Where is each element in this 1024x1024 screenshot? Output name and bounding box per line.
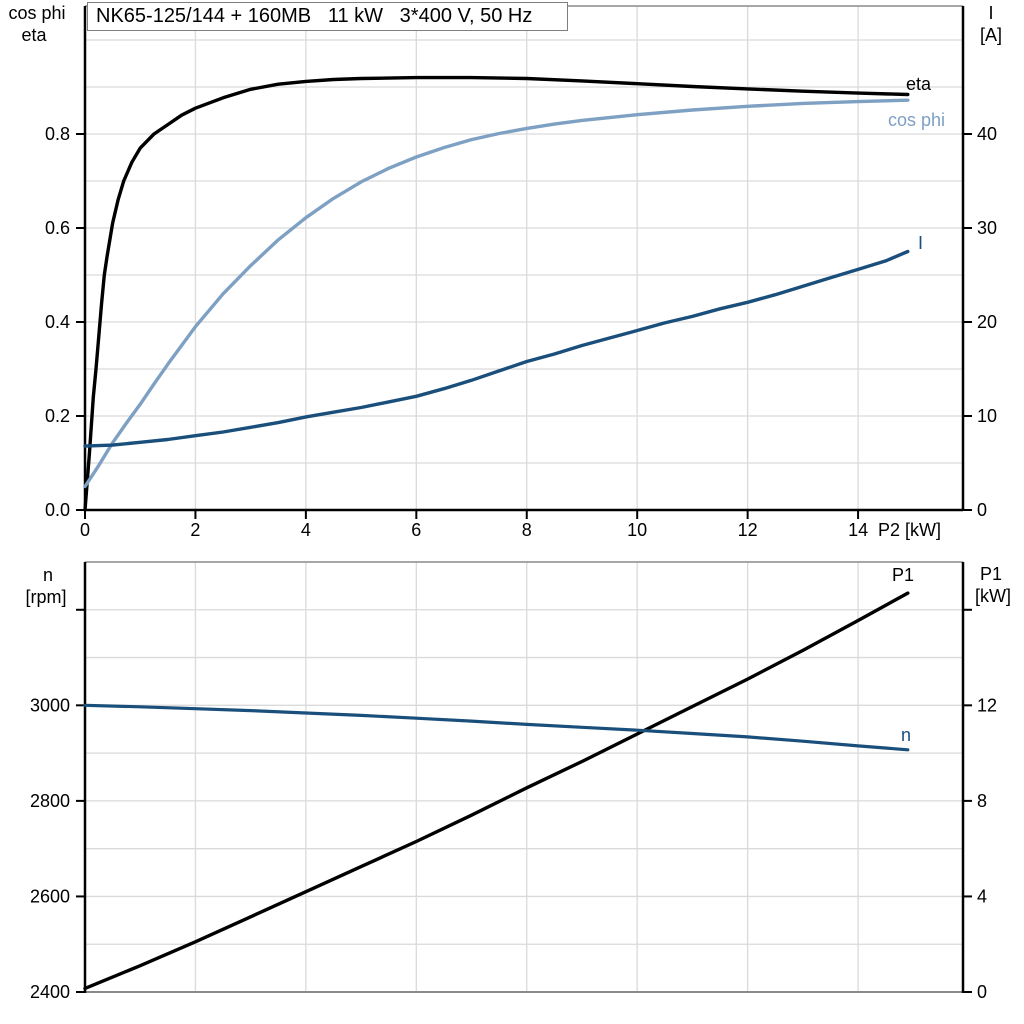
left-axis-tick-label: 2400 — [30, 982, 70, 1002]
top-left-axis-label-line1: cos phi — [8, 3, 65, 23]
right-axis-tick-label: 0 — [977, 500, 987, 520]
right-axis-tick-label: 8 — [977, 791, 987, 811]
eta-curve-label: eta — [906, 74, 932, 94]
left-axis-tick-label: 3000 — [30, 695, 70, 715]
top-right-axis-label-line1: I — [988, 3, 993, 23]
left-axis-tick-label: 2600 — [30, 886, 70, 906]
chart-title: NK65-125/144 + 160MB 11 kW 3*400 V, 50 H… — [96, 5, 533, 27]
left-axis-tick-label: 0.0 — [45, 500, 70, 520]
x-axis-label: P2 [kW] — [878, 520, 941, 540]
n-curve — [83, 703, 910, 752]
x-axis-tick-label: 12 — [738, 520, 758, 540]
eta-curve — [83, 75, 910, 512]
x-axis-tick-label: 10 — [627, 520, 647, 540]
x-axis-tick-label: 2 — [190, 520, 200, 540]
bottom-chart: 2400 2600 2800 3000 0 4 8 12 P1 n — [30, 561, 997, 1002]
right-axis-tick-label: 4 — [977, 886, 987, 906]
left-axis-tick-label: 0.4 — [45, 312, 70, 332]
bottom-right-axis-label-line1: P1 — [980, 564, 1002, 584]
right-axis-tick-label: 30 — [977, 218, 997, 238]
right-axis-tick-label: 20 — [977, 312, 997, 332]
cos-phi-curve — [83, 98, 910, 489]
x-axis-tick-label: 0 — [80, 520, 90, 540]
I-curve-label: I — [918, 233, 923, 253]
bottom-right-axis-label-line2: [kW] — [975, 586, 1011, 606]
x-axis-tick-label: 6 — [411, 520, 421, 540]
n-curve-label: n — [901, 725, 911, 745]
right-axis-tick-label: 40 — [977, 124, 997, 144]
right-axis-tick-label: 10 — [977, 406, 997, 426]
top-right-axis-label-line2: [A] — [980, 25, 1002, 45]
left-axis-tick-label: 0.2 — [45, 406, 70, 426]
left-axis-tick-label: 2800 — [30, 791, 70, 811]
bottom-left-axis-label-line2: [rpm] — [25, 587, 66, 607]
cos-phi-curve-label: cos phi — [888, 110, 945, 130]
x-axis-tick-label: 4 — [301, 520, 311, 540]
chart-title-box: NK65-125/144 + 160MB 11 kW 3*400 V, 50 H… — [87, 2, 568, 31]
top-left-axis-label-line2: eta — [21, 25, 47, 45]
right-axis-tick-label: 0 — [977, 982, 987, 1002]
P1-curve — [83, 591, 910, 991]
P1-curve-label: P1 — [892, 565, 914, 585]
bottom-left-axis-label-line1: n — [43, 565, 53, 585]
x-axis-tick-label: 8 — [522, 520, 532, 540]
left-axis-tick-label: 0.8 — [45, 124, 70, 144]
left-axis-tick-label: 0.6 — [45, 218, 70, 238]
right-axis-tick-label: 12 — [977, 695, 997, 715]
top-chart: 0.0 0.2 0.4 0.6 0.8 0 10 20 30 40 0 2 4 6 8 10 12 14 eta co… — [45, 5, 997, 540]
I-curve — [83, 249, 910, 448]
x-axis-tick-label: 14 — [848, 520, 868, 540]
